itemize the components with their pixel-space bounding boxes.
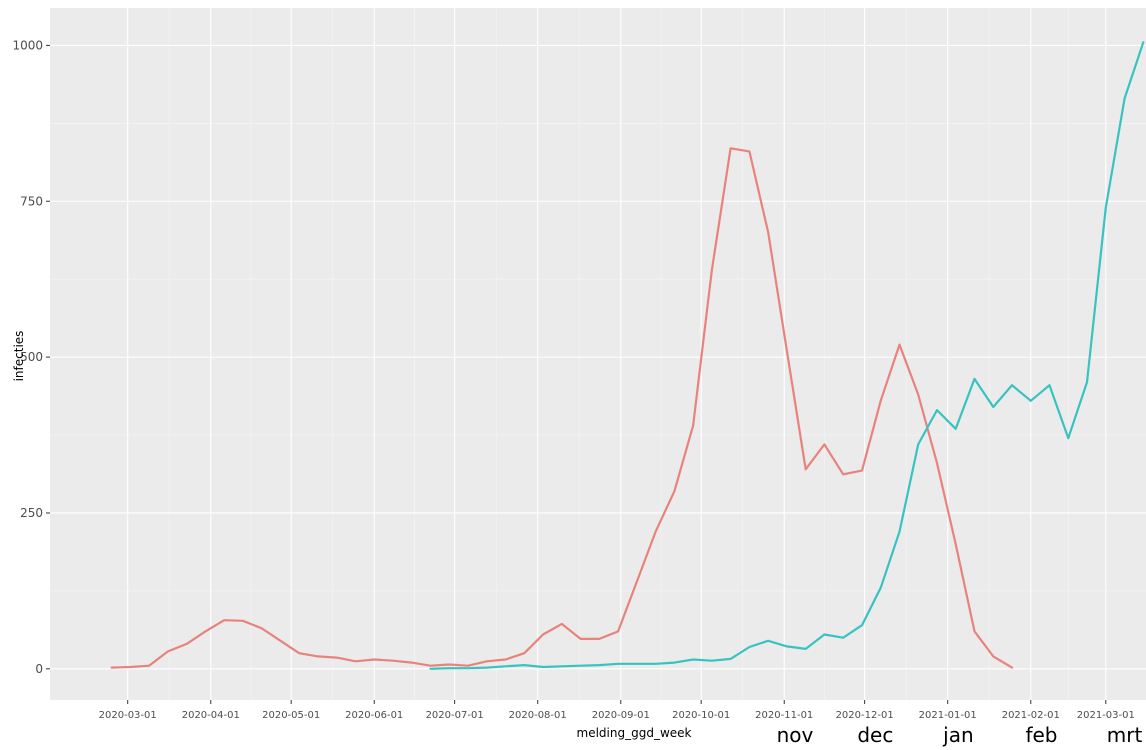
x-tick-label: 2020-07-01 — [426, 710, 484, 721]
month-label-feb: feb — [1025, 723, 1057, 747]
x-axis-ticks: 2020-03-01 2020-04-01 2020-05-01 2020-06-01… — [99, 700, 1135, 721]
y-tick-label: 500 — [20, 350, 43, 364]
y-tick-label: 1000 — [12, 38, 43, 52]
x-tick-label: 2020-03-01 — [99, 710, 157, 721]
x-tick-label: 2020-11-01 — [755, 710, 813, 721]
x-tick-label: 2020-06-01 — [345, 710, 403, 721]
x-tick-label: 2020-09-01 — [592, 710, 650, 721]
x-tick-label: 2020-12-01 — [836, 710, 894, 721]
month-label-nov: nov — [777, 723, 814, 747]
series-layer — [110, 41, 1145, 670]
x-tick-label: 2021-01-01 — [919, 710, 977, 721]
month-label-dec: dec — [857, 723, 893, 747]
x-tick-label: 2020-05-01 — [262, 710, 320, 721]
major-gridlines — [50, 8, 1146, 700]
y-tick-label: 250 — [20, 506, 43, 520]
month-annotations: nov dec jan feb mrt — [777, 723, 1143, 747]
x-tick-label: 2020-08-01 — [509, 710, 567, 721]
month-label-mrt: mrt — [1107, 723, 1143, 747]
y-axis-ticks: 0 250 500 750 1000 — [12, 38, 50, 676]
series-line-2 — [429, 41, 1145, 670]
y-axis-title: infecties — [12, 331, 26, 382]
month-label-jan: jan — [942, 723, 974, 747]
x-tick-label: 2020-04-01 — [182, 710, 240, 721]
series-line-1 — [110, 147, 1014, 669]
x-tick-label: 2021-03-01 — [1077, 710, 1135, 721]
panel-background — [50, 8, 1146, 700]
y-tick-label: 750 — [20, 194, 43, 208]
minor-gridlines — [50, 8, 1146, 700]
x-tick-label: 2020-10-01 — [672, 710, 730, 721]
x-tick-label: 2021-02-01 — [1002, 710, 1060, 721]
x-axis-title: melding_ggd_week — [577, 726, 692, 740]
y-tick-label: 0 — [35, 662, 43, 676]
